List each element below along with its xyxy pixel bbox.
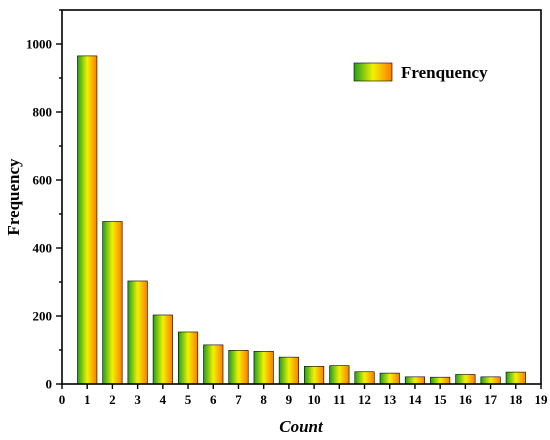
bar-3 — [127, 280, 148, 385]
bars-group — [77, 55, 526, 385]
x-tick-label: 6 — [210, 392, 217, 407]
x-tick-label: 2 — [109, 392, 116, 407]
bar-9 — [278, 356, 299, 385]
bar-4 — [152, 314, 173, 385]
bar-8 — [253, 351, 274, 385]
x-tick-label: 16 — [459, 392, 473, 407]
x-tick-label: 7 — [235, 392, 242, 407]
x-tick-label: 4 — [160, 392, 167, 407]
x-axis-title: Count — [279, 417, 324, 436]
x-tick-label: 10 — [308, 392, 321, 407]
x-tick-label: 19 — [535, 392, 549, 407]
y-axis-title: Frequency — [4, 158, 23, 236]
bar-12 — [354, 371, 375, 385]
bar-18 — [505, 371, 526, 385]
y-tick-label: 200 — [33, 309, 53, 324]
y-tick-label: 400 — [33, 241, 53, 256]
x-tick-label: 1 — [84, 392, 91, 407]
plot-frame — [61, 9, 542, 385]
x-tick-label: 13 — [383, 392, 397, 407]
bar-5 — [178, 331, 199, 385]
y-axis-ticks: 0 200 400 600 800 1000 — [26, 9, 62, 392]
bar-1 — [77, 55, 98, 385]
x-tick-label: 17 — [484, 392, 498, 407]
x-tick-label: 8 — [260, 392, 267, 407]
bar-6 — [203, 344, 224, 385]
x-tick-label: 9 — [286, 392, 293, 407]
bar-14 — [404, 376, 426, 385]
x-tick-label: 18 — [509, 392, 523, 407]
bar-17 — [480, 376, 501, 385]
bar-10 — [304, 366, 325, 385]
x-tick-label: 14 — [408, 392, 422, 407]
bar-2 — [102, 221, 123, 385]
x-tick-label: 11 — [333, 392, 345, 407]
x-tick-label: 12 — [358, 392, 371, 407]
legend: Frenquency — [353, 62, 488, 82]
y-tick-label: 600 — [33, 173, 53, 188]
x-tick-label: 15 — [434, 392, 448, 407]
x-tick-label: 0 — [59, 392, 66, 407]
x-axis-ticks: 0 1 2 3 4 5 6 7 8 9 10 11 12 13 14 15 16 17 18 19 — [59, 384, 548, 407]
x-tick-label: 3 — [134, 392, 141, 407]
bar-13 — [379, 372, 400, 385]
bar-15 — [430, 376, 451, 385]
bar-16 — [455, 374, 476, 385]
y-tick-label: 1000 — [26, 37, 52, 52]
legend-label: Frenquency — [401, 63, 488, 82]
bar-7 — [228, 350, 249, 385]
y-tick-label: 0 — [46, 377, 53, 392]
y-tick-label: 800 — [33, 105, 53, 120]
bar-11 — [329, 365, 350, 385]
legend-swatch — [353, 62, 393, 82]
x-tick-label: 5 — [185, 392, 192, 407]
